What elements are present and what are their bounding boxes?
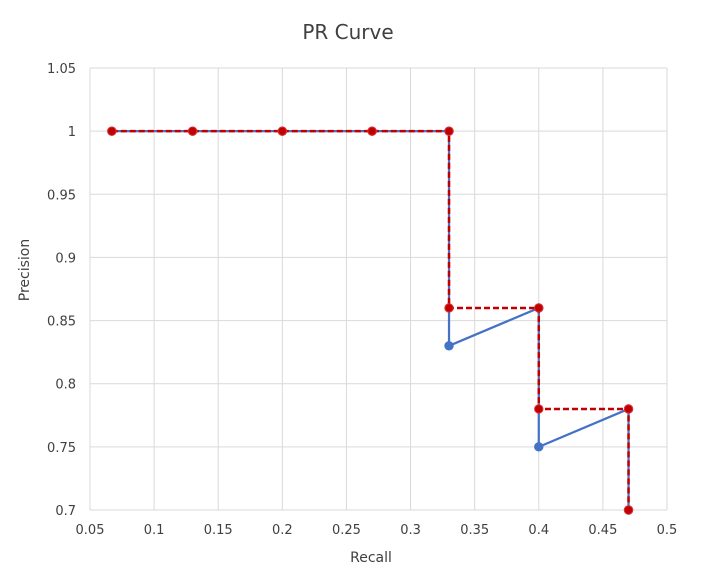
series-2-point [277, 126, 288, 136]
x-tick-label: 0.25 [332, 523, 361, 538]
series-2-point [444, 126, 454, 136]
tick-labels: 0.05 0.1 0.15 0.2 0.25 0.3 0.35 0.4 0.45 0.5 0.7 0.… [47, 62, 677, 538]
series-layer [107, 126, 634, 515]
series-2-point [187, 126, 198, 136]
x-tick-label: 0.15 [204, 523, 233, 538]
x-tick-label: 0.35 [460, 523, 489, 538]
x-tick-label: 0.2 [272, 523, 293, 538]
y-tick-label: 0.75 [47, 441, 76, 456]
series-2-point [623, 505, 634, 515]
series-2-line [111, 129, 630, 510]
series-2-point [367, 126, 377, 136]
y-tick-label: 0.85 [47, 315, 76, 330]
x-tick-label: 0.05 [76, 523, 105, 538]
series-2-point [444, 303, 454, 313]
y-tick-label: 1 [68, 125, 76, 140]
y-tick-label: 0.95 [47, 188, 76, 203]
series-1-point [444, 341, 454, 351]
y-tick-label: 0.8 [55, 378, 76, 393]
x-tick-label: 0.1 [144, 523, 165, 538]
x-tick-label: 0.5 [657, 523, 678, 538]
y-tick-label: 0.7 [55, 504, 76, 519]
series-2-point [623, 404, 634, 414]
series-1-point [534, 442, 544, 452]
x-tick-label: 0.4 [528, 523, 549, 538]
x-axis-title: Recall [350, 550, 392, 566]
x-tick-label: 0.45 [588, 523, 617, 538]
y-axis-title: Precision [17, 239, 33, 301]
chart-title: PR Curve [302, 20, 393, 44]
series-2-point [107, 126, 117, 136]
series-2-point [534, 404, 544, 414]
x-tick-label: 0.3 [400, 523, 421, 538]
y-tick-label: 0.9 [55, 251, 76, 266]
series-2-point [534, 303, 544, 313]
y-tick-label: 1.05 [47, 62, 76, 77]
